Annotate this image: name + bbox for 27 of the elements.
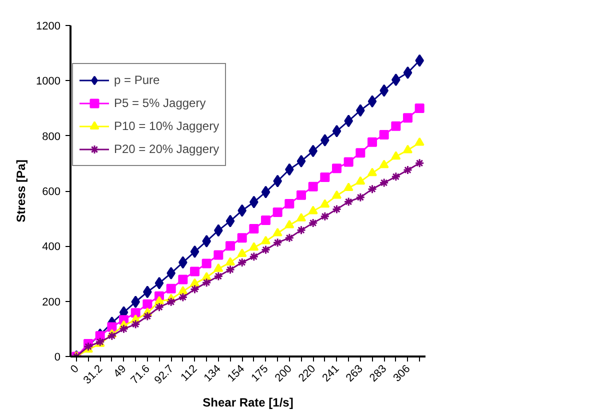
legend-label: P5 = 5% Jaggery	[114, 96, 206, 110]
legend-label: P10 = 10% Jaggery	[114, 119, 220, 133]
x-tick-label: 49	[112, 362, 129, 380]
y-tick-label: 600	[42, 186, 61, 198]
x-tick-label: 0	[68, 362, 82, 376]
x-tick-label: 175	[249, 362, 271, 384]
y-axis-title: Stress [Pa]	[14, 160, 28, 222]
y-tick-label: 1000	[36, 76, 61, 88]
x-tick-label: 200	[272, 362, 294, 384]
x-tick-label: 220	[296, 362, 318, 384]
y-tick-label: 800	[42, 130, 61, 143]
y-tick-label: 400	[42, 241, 61, 254]
y-tick-label: 1200	[36, 20, 61, 32]
x-tick-label: 154	[226, 362, 248, 384]
legend-label: p = Pure	[114, 73, 160, 87]
x-tick-label: 283	[368, 362, 390, 384]
x-tick-label: 263	[344, 362, 366, 384]
x-axis-title: Shear Rate [1/s]	[202, 395, 294, 410]
y-tick-label: 0	[54, 352, 61, 364]
x-tick-label: 134	[202, 362, 224, 384]
x-tick-label: 31.2	[81, 362, 106, 387]
y-tick-label: 200	[42, 296, 61, 308]
x-tick-label: 71.6	[128, 362, 152, 387]
legend-label: P20 = 20% Jaggery	[114, 142, 220, 156]
x-tick-label: 241	[320, 362, 342, 384]
x-tick-label: 112	[178, 362, 200, 384]
x-tick-label: 306	[391, 362, 413, 384]
